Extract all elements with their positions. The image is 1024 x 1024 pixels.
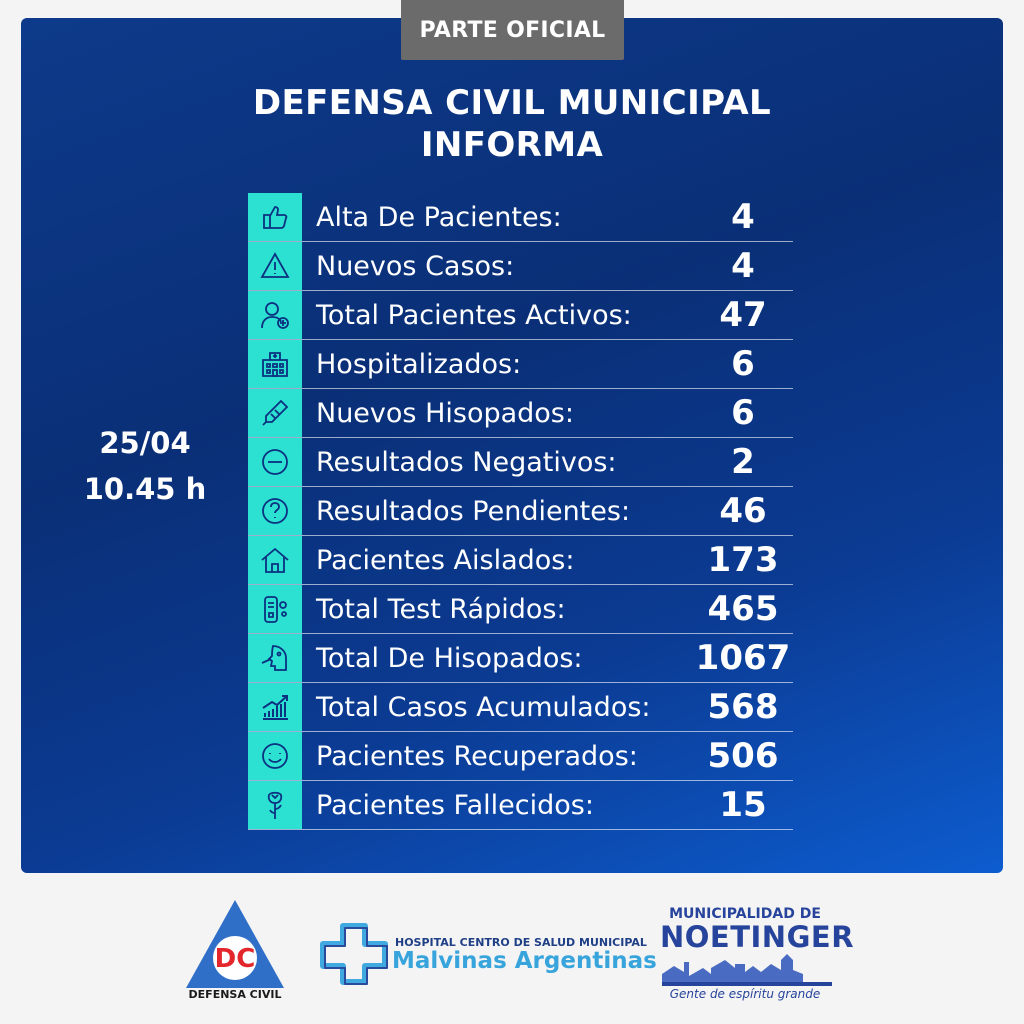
hospital-icon — [248, 340, 302, 388]
report-panel — [21, 18, 1003, 873]
stat-label: Alta De Pacientes: — [316, 201, 562, 233]
stat-row: Nuevos Casos: 4 — [248, 242, 793, 291]
report-date: 25/04 — [99, 426, 191, 460]
hospital-cross-icon — [320, 923, 388, 985]
stat-row: Total Casos Acumulados: 568 — [248, 683, 793, 732]
stat-label: Resultados Pendientes: — [316, 495, 631, 527]
defensa-civil-label: DEFENSA CIVIL — [188, 988, 282, 1001]
growth-chart-icon — [248, 683, 302, 731]
stat-label: Hospitalizados: — [316, 348, 522, 380]
stat-row: Pacientes Recuperados: 506 — [248, 732, 793, 781]
warning-icon — [248, 242, 302, 290]
stat-label: Total Test Rápidos: — [316, 593, 566, 625]
stat-value: 15 — [719, 785, 767, 825]
municipality-label: MUNICIPALIDAD DE — [669, 906, 821, 922]
stat-row: Pacientes Aislados: 173 — [248, 536, 793, 585]
stat-label: Nuevos Hisopados: — [316, 397, 574, 429]
stat-row: Total De Hisopados: 1067 — [248, 634, 793, 683]
dc-mark: DC — [215, 944, 256, 974]
stat-row: Nuevos Hisopados: 6 — [248, 389, 793, 438]
rose-icon — [248, 781, 302, 829]
stat-value: 568 — [707, 687, 779, 727]
stat-value: 6 — [731, 393, 755, 433]
house-icon — [248, 536, 302, 584]
footer-logos: DC DEFENSA CIVIL HOSPITAL CENTRO DE SALU… — [0, 890, 1024, 1024]
stat-row: Alta De Pacientes: 4 — [248, 193, 793, 242]
stat-label: Nuevos Casos: — [316, 250, 515, 282]
title-line-2: INFORMA — [420, 125, 604, 165]
stat-row: Hospitalizados: 6 — [248, 340, 793, 389]
thumbs-up-icon — [248, 193, 302, 241]
defensa-civil-logo: DC — [186, 900, 284, 988]
stat-value: 173 — [707, 540, 779, 580]
stat-value: 465 — [707, 589, 779, 629]
report-time: 10.45 h — [83, 472, 207, 506]
municipality-slogan: Gente de espíritu grande — [669, 987, 821, 1001]
stat-value: 1067 — [695, 638, 791, 678]
page-title: DEFENSA CIVIL MUNICIPAL INFORMA — [0, 82, 1024, 166]
title-line-1: DEFENSA CIVIL MUNICIPAL — [252, 83, 772, 123]
minus-circle-icon — [248, 438, 302, 486]
stat-value: 46 — [719, 491, 767, 531]
nasal-swab-icon — [248, 634, 302, 682]
hospital-name-line1: HOSPITAL CENTRO DE SALUD MUNICIPAL — [395, 936, 647, 949]
stat-row: Total Test Rápidos: 465 — [248, 585, 793, 634]
stat-row: Resultados Negativos: 2 — [248, 438, 793, 487]
municipality-name: NOETINGER — [660, 920, 855, 954]
report-datetime: 25/04 10.45 h — [70, 420, 220, 512]
stat-label: Total De Hisopados: — [316, 642, 583, 674]
stats-table: Alta De Pacientes: 4 Nuevos Casos: 4 Tot… — [248, 193, 793, 830]
stat-label: Pacientes Aislados: — [316, 544, 575, 576]
question-circle-icon — [248, 487, 302, 535]
swab-icon — [248, 389, 302, 437]
stat-value: 2 — [731, 442, 755, 482]
stat-value: 506 — [707, 736, 779, 776]
official-badge: PARTE OFICIAL — [401, 0, 624, 60]
stat-value: 47 — [719, 295, 767, 335]
rapid-test-icon — [248, 585, 302, 633]
patient-icon — [248, 291, 302, 339]
smiley-icon — [248, 732, 302, 780]
stat-label: Pacientes Recuperados: — [316, 740, 638, 772]
stat-value: 4 — [731, 197, 755, 237]
hospital-name-line2: Malvinas Argentinas — [392, 948, 657, 974]
stat-label: Resultados Negativos: — [316, 446, 617, 478]
stat-label: Pacientes Fallecidos: — [316, 789, 594, 821]
stat-label: Total Pacientes Activos: — [316, 299, 632, 331]
stat-row: Pacientes Fallecidos: 15 — [248, 781, 793, 830]
stat-value: 4 — [731, 246, 755, 286]
stat-row: Resultados Pendientes: 46 — [248, 487, 793, 536]
town-skyline-icon — [662, 954, 832, 986]
stat-row: Total Pacientes Activos: 47 — [248, 291, 793, 340]
stat-label: Total Casos Acumulados: — [316, 691, 651, 723]
stat-value: 6 — [731, 344, 755, 384]
